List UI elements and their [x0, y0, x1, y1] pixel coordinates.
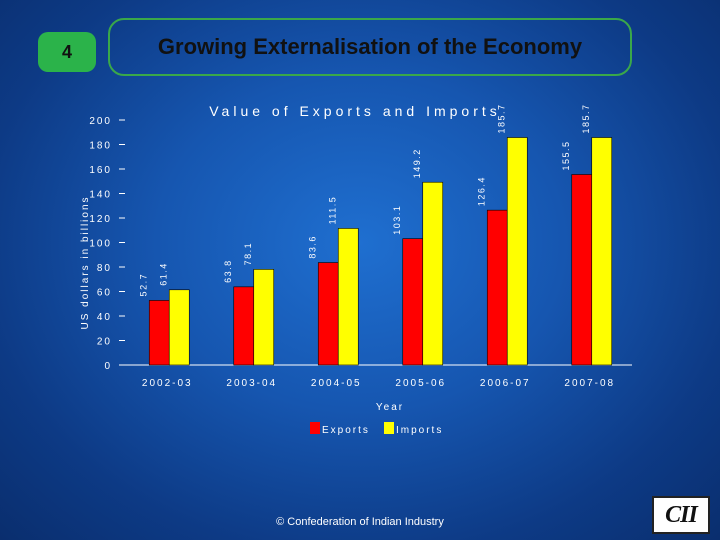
x-tick-label: 2004-05 — [311, 378, 362, 389]
data-label: 155.5 — [561, 140, 571, 170]
y-tick-label: 0 — [104, 361, 112, 372]
cii-logo: CII — [652, 496, 710, 534]
bar-exports — [402, 238, 424, 366]
x-tick-label: 2003-04 — [226, 378, 277, 389]
bar-imports — [168, 289, 190, 366]
legend-label-exports: Exports — [322, 425, 370, 436]
slide-number-badge: 4 — [38, 32, 96, 72]
y-tick-label: 180 — [89, 141, 112, 152]
bar-exports — [317, 262, 339, 366]
legend-swatch-exports — [310, 422, 320, 434]
y-tick-label: 200 — [89, 116, 112, 127]
bar-exports — [233, 286, 255, 366]
data-label: 185.7 — [496, 103, 506, 133]
chart-title: Value of Exports and Imports — [209, 103, 501, 119]
y-tick-label: 100 — [89, 239, 112, 250]
y-tick-label: 60 — [97, 288, 112, 299]
slide-title: Growing Externalisation of the Economy — [157, 34, 583, 59]
bar-exports — [571, 174, 593, 366]
x-tick-label: 2006-07 — [480, 378, 531, 389]
data-label: 52.7 — [138, 273, 148, 297]
bar-imports — [337, 228, 359, 366]
bar-imports — [506, 137, 528, 366]
y-tick-label: 80 — [97, 263, 112, 274]
y-tick-label: 120 — [89, 214, 112, 225]
data-label: 111.5 — [327, 196, 337, 225]
bar-imports — [422, 181, 444, 366]
data-label: 78.1 — [243, 242, 253, 266]
legend-swatch-imports — [384, 422, 394, 434]
y-tick-label: 140 — [89, 190, 112, 201]
bar-exports — [148, 300, 170, 366]
y-tick-label: 20 — [97, 337, 112, 348]
x-axis-label: Year — [376, 402, 404, 413]
y-tick-label: 40 — [97, 312, 112, 323]
legend-label-imports: Imports — [396, 425, 443, 436]
data-label: 63.8 — [223, 259, 233, 283]
copyright-text: © Confederation of Indian Industry — [276, 516, 444, 528]
logo-text: CII — [665, 501, 698, 528]
x-tick-label: 2002-03 — [142, 378, 193, 389]
data-label: 61.4 — [158, 262, 168, 286]
y-axis-label: US dollars in billions — [80, 195, 91, 329]
data-label: 126.4 — [476, 176, 486, 206]
data-label: 149.2 — [412, 148, 422, 178]
bar-imports — [591, 137, 613, 366]
x-tick-label: 2007-08 — [564, 378, 615, 389]
data-label: 103.1 — [392, 205, 402, 235]
slide-title-box: Growing Externalisation of the Economy — [108, 18, 632, 76]
y-tick-label: 160 — [89, 165, 112, 176]
slide-number: 4 — [61, 41, 72, 62]
x-tick-label: 2005-06 — [395, 378, 446, 389]
bar-exports — [486, 209, 508, 366]
data-label: 185.7 — [581, 103, 591, 133]
data-label: 83.6 — [307, 235, 317, 259]
bar-imports — [253, 269, 275, 366]
